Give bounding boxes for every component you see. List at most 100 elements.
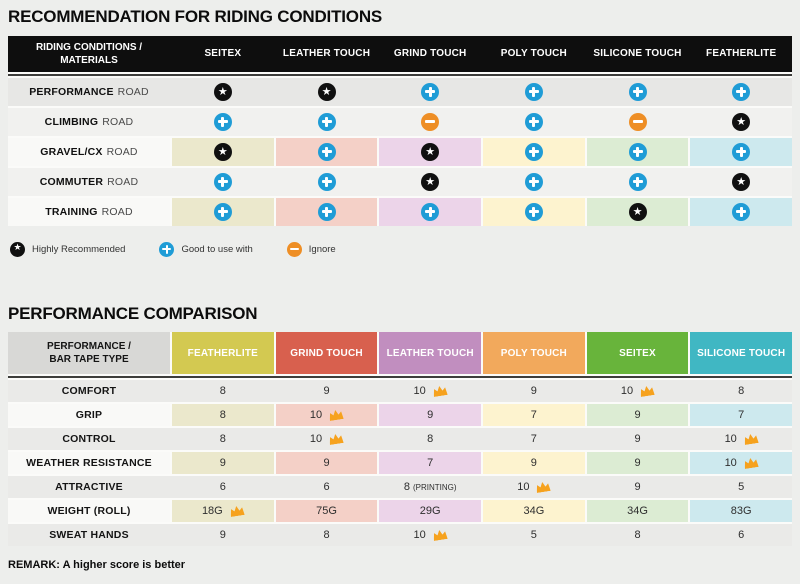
score-cell: 10 <box>379 524 481 546</box>
rating-icon <box>628 172 647 191</box>
score-value: 6 <box>219 481 226 494</box>
row-label-cell: COMMUTER ROAD <box>39 175 139 188</box>
table-row-control: CONTROL 8 10 8 7 9 10 <box>8 428 792 451</box>
page: RECOMMENDATION FOR RIDING CONDITIONS RID… <box>0 0 800 571</box>
score-value: 8 <box>634 529 641 542</box>
score-value: 7 <box>530 433 537 446</box>
rating-icon <box>628 82 647 101</box>
row-label-cell: GRIP <box>8 404 170 427</box>
score-cell: 9 <box>483 380 585 402</box>
column-header-poly-touch: POLY TOUCH <box>483 332 585 375</box>
column-header-poly-touch: POLY TOUCH <box>500 48 567 60</box>
rating-icon <box>213 82 232 101</box>
rating-cell <box>586 197 689 226</box>
column-header-silicone-touch: SILICONE TOUCH <box>690 332 793 375</box>
score-cell: 9 <box>275 452 378 475</box>
score-cell: 7 <box>379 452 482 475</box>
score-value: 10 <box>621 385 654 397</box>
rating-icon <box>732 82 751 101</box>
column-header-grind-touch: GRIND TOUCH <box>393 48 467 60</box>
rating-cell <box>483 108 585 136</box>
column-header-seitex: SEITEX <box>586 332 689 375</box>
column-header-leather-touch: LEATHER TOUCH <box>379 332 482 375</box>
score-value: 10 <box>725 457 758 469</box>
score-cell: 9 <box>586 404 689 427</box>
score-cell: 8 <box>587 524 689 546</box>
rating-cell <box>483 137 585 166</box>
score-value: 8 <box>219 385 226 398</box>
rating-cell <box>172 78 274 106</box>
rating-icon <box>732 172 751 191</box>
rating-cell <box>690 108 792 136</box>
rating-icon <box>317 202 336 221</box>
column-header-seitex: SEITEX <box>204 48 242 60</box>
score-value: 9 <box>634 433 641 446</box>
score-value: 29G <box>419 505 441 518</box>
score-cell: 9 <box>587 428 689 450</box>
score-value: 8 <box>323 529 330 542</box>
rating-icon <box>628 202 647 221</box>
score-cell: 7 <box>690 404 793 427</box>
score-cell: 8 (PRINTING) <box>379 476 481 498</box>
score-cell: 7 <box>483 428 585 450</box>
score-cell: 8 <box>690 380 792 402</box>
performance-table-header-row: PERFORMANCE / BAR TAPE TYPE FEATHERLITE … <box>8 332 793 375</box>
rating-cell <box>587 168 689 196</box>
rating-cell <box>483 168 585 196</box>
rating-cell <box>275 197 378 226</box>
row-label-cell: CLIMBING ROAD <box>44 115 134 128</box>
rating-icon <box>732 202 751 221</box>
rating-cell <box>690 137 793 166</box>
score-cell: 10 <box>690 452 793 475</box>
table-row-gravel-cx-road: GRAVEL/CX ROAD <box>8 137 793 166</box>
score-value: 18G <box>202 505 244 517</box>
score-cell: 10 <box>587 380 689 402</box>
rating-icon <box>213 202 232 221</box>
score-value: 8 <box>403 481 410 494</box>
rating-cell <box>276 168 378 196</box>
row-label-cell: WEIGHT (ROLL) <box>8 500 170 523</box>
score-cell: 9 <box>172 524 274 546</box>
performance-comparison-table: PERFORMANCE / BAR TAPE TYPE FEATHERLITE … <box>8 332 793 547</box>
rating-icon <box>421 172 440 191</box>
score-cell: 9 <box>276 380 378 402</box>
score-cell: 10 <box>379 380 481 402</box>
rating-icon <box>317 82 336 101</box>
star-icon <box>10 241 25 257</box>
rating-cell <box>172 197 274 226</box>
rating-cell <box>690 78 792 106</box>
score-cell: 34G <box>483 500 585 523</box>
score-value: 9 <box>219 457 226 470</box>
score-cell: 34G <box>586 500 689 523</box>
rating-icon <box>317 142 336 161</box>
legend-label: Highly Recommended <box>32 243 126 255</box>
score-value: 8 <box>738 385 745 398</box>
score-value: 7 <box>738 409 745 422</box>
rating-icon <box>524 112 543 131</box>
score-cell: 8 <box>379 428 481 450</box>
table-row-commuter-road: COMMUTER ROAD <box>8 167 792 196</box>
row-label-cell: PERFORMANCE ROAD <box>29 85 149 98</box>
score-value: 9 <box>530 385 537 398</box>
score-cell: 5 <box>483 524 585 546</box>
table-row-comfort: COMFORT 8 9 10 9 10 8 <box>8 380 792 403</box>
score-cell: 8 <box>172 380 274 402</box>
score-value: 9 <box>323 457 330 470</box>
rating-icon <box>524 82 543 101</box>
column-header-featherlite: FEATHERLITE <box>706 48 777 60</box>
rating-icon <box>628 112 647 131</box>
score-cell: 7 <box>483 404 585 427</box>
score-cell: 9 <box>587 476 689 498</box>
rating-icon <box>421 142 440 161</box>
rating-cell <box>172 108 274 136</box>
score-cell: 83G <box>690 500 793 523</box>
rating-icon <box>213 142 232 161</box>
performance-comparison-title: PERFORMANCE COMPARISON <box>8 303 258 323</box>
rating-icon <box>317 112 336 131</box>
legend-item-ignore: Ignore <box>286 241 336 257</box>
table-row-grip: GRIP 8 10 9 7 9 7 <box>8 404 793 427</box>
rating-icon <box>317 172 336 191</box>
rating-cell <box>379 137 482 166</box>
score-cell: 10 <box>690 428 792 450</box>
riding-conditions-title: RECOMMENDATION FOR RIDING CONDITIONS <box>8 7 383 26</box>
